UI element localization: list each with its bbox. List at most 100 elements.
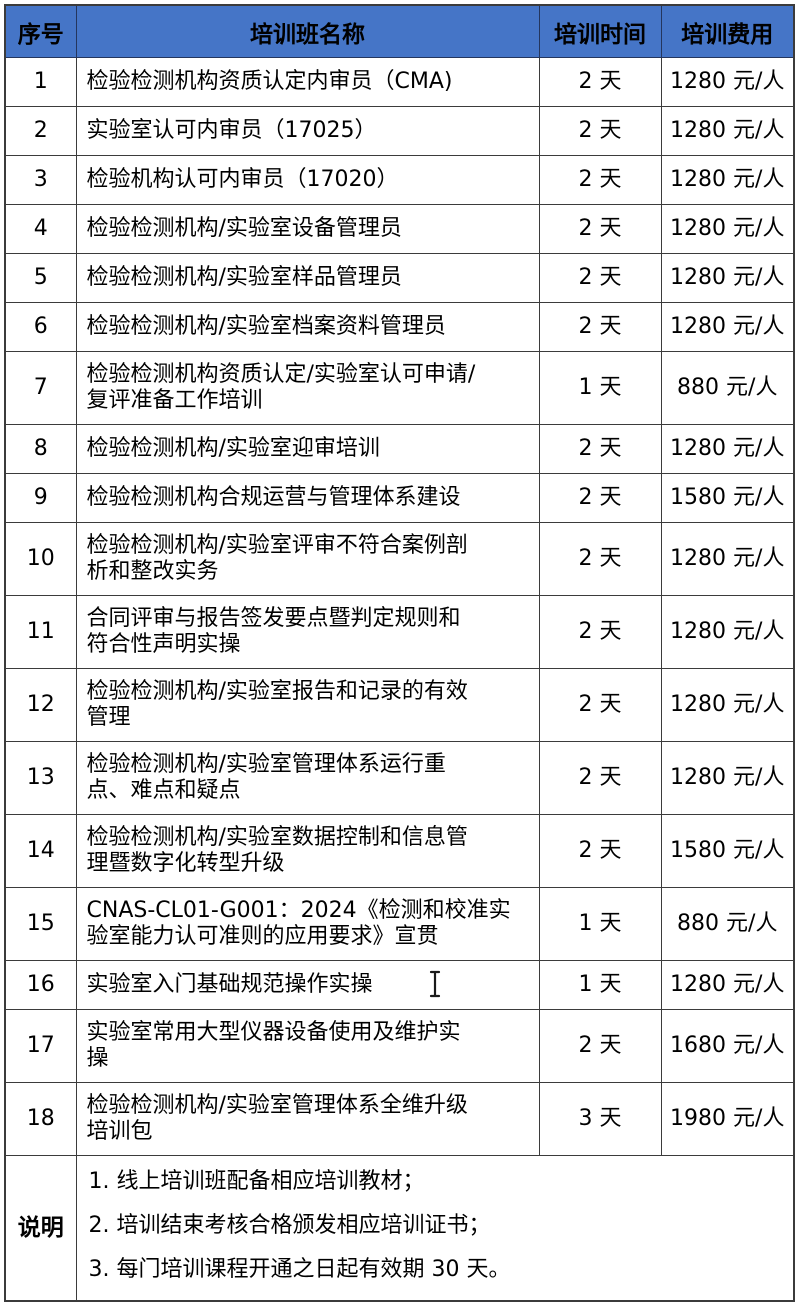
- row-number-cell: 4: [4, 204, 77, 254]
- table-row: 12 检验检测机构/实验室报告和记录的有效 管理 2 天 1280 元/人: [4, 668, 795, 742]
- course-name-cell: 实验室常用大型仪器设备使用及维护实 操: [75, 1009, 540, 1083]
- duration-cell: 2 天: [538, 155, 662, 205]
- fee-cell: 1280 元/人: [660, 253, 795, 303]
- fee-cell: 1580 元/人: [660, 814, 795, 888]
- row-number-cell: 7: [4, 351, 77, 425]
- fee-cell: 1280 元/人: [660, 960, 795, 1010]
- duration-cell: 2 天: [538, 302, 662, 352]
- notes-cell: 1. 线上培训班配备相应培训教材； 2. 培训结束考核合格颁发相应培训证书； 3…: [75, 1155, 795, 1302]
- course-name-cell: 实验室认可内审员（17025）: [75, 106, 540, 156]
- table-header: 序号 培训班名称 培训时间 培训费用: [4, 4, 795, 58]
- text-i-beam-cursor-icon: [427, 969, 443, 999]
- fee-cell: 1280 元/人: [660, 57, 795, 107]
- course-name-cell: 实验室入门基础规范操作实操: [75, 960, 540, 1010]
- header-row: 序号 培训班名称 培训时间 培训费用: [4, 4, 795, 58]
- duration-cell: 1 天: [538, 960, 662, 1010]
- row-number-cell: 1: [4, 57, 77, 107]
- duration-cell: 2 天: [538, 473, 662, 523]
- course-name-cell: 检验检测机构/实验室设备管理员: [75, 204, 540, 254]
- duration-cell: 2 天: [538, 814, 662, 888]
- fee-cell: 1280 元/人: [660, 106, 795, 156]
- table-row: 7 检验检测机构资质认定/实验室认可申请/ 复评准备工作培训 1 天 880 元/人: [4, 351, 795, 425]
- row-number-cell: 11: [4, 595, 77, 669]
- course-name-cell: 检验检测机构/实验室报告和记录的有效 管理: [75, 668, 540, 742]
- fee-cell: 1280 元/人: [660, 424, 795, 474]
- row-number-cell: 2: [4, 106, 77, 156]
- duration-cell: 2 天: [538, 106, 662, 156]
- course-name-cell: 合同评审与报告签发要点暨判定规则和 符合性声明实操: [75, 595, 540, 669]
- course-name-cell: 检验检测机构/实验室管理体系全维升级 培训包: [75, 1082, 540, 1156]
- row-number-cell: 12: [4, 668, 77, 742]
- row-number-cell: 16: [4, 960, 77, 1010]
- table-row: 6 检验检测机构/实验室档案资料管理员 2 天 1280 元/人: [4, 302, 795, 352]
- table-row: 9 检验检测机构合规运营与管理体系建设 2 天 1580 元/人: [4, 473, 795, 523]
- table-row: 8 检验检测机构/实验室迎审培训 2 天 1280 元/人: [4, 424, 795, 474]
- course-name-cell: 检验机构认可内审员（17020）: [75, 155, 540, 205]
- fee-cell: 1580 元/人: [660, 473, 795, 523]
- row-number-cell: 14: [4, 814, 77, 888]
- duration-cell: 2 天: [538, 668, 662, 742]
- table-row: 1 检验检测机构资质认定内审员（CMA) 2 天 1280 元/人: [4, 57, 795, 107]
- duration-cell: 2 天: [538, 253, 662, 303]
- course-name-cell: 检验检测机构/实验室样品管理员: [75, 253, 540, 303]
- duration-cell: 2 天: [538, 741, 662, 815]
- fee-cell: 880 元/人: [660, 351, 795, 425]
- duration-cell: 3 天: [538, 1082, 662, 1156]
- table-row: 11 合同评审与报告签发要点暨判定规则和 符合性声明实操 2 天 1280 元/人: [4, 595, 795, 669]
- course-name-cell: CNAS-CL01-G001：2024《检测和校准实 验室能力认可准则的应用要求…: [75, 887, 540, 961]
- row-number-cell: 8: [4, 424, 77, 474]
- note-line-1: 1. 线上培训班配备相应培训教材；: [88, 1169, 425, 1194]
- table-row: 14 检验检测机构/实验室数据控制和信息管 理暨数字化转型升级 2 天 1580 元/…: [4, 814, 795, 888]
- table-row: 5 检验检测机构/实验室样品管理员 2 天 1280 元/人: [4, 253, 795, 303]
- course-name-cell: 检验检测机构/实验室数据控制和信息管 理暨数字化转型升级: [75, 814, 540, 888]
- row-number-cell: 3: [4, 155, 77, 205]
- duration-cell: 2 天: [538, 204, 662, 254]
- row-number-cell: 5: [4, 253, 77, 303]
- header-cell-name: 培训班名称: [75, 4, 540, 58]
- table-row: 18 检验检测机构/实验室管理体系全维升级 培训包 3 天 1980 元/人: [4, 1082, 795, 1156]
- header-cell-no: 序号: [4, 4, 77, 58]
- table-row: 10 检验检测机构/实验室评审不符合案例剖 析和整改实务 2 天 1280 元/人: [4, 522, 795, 596]
- fee-cell: 1280 元/人: [660, 522, 795, 596]
- fee-cell: 1280 元/人: [660, 204, 795, 254]
- table-row: 3 检验机构认可内审员（17020） 2 天 1280 元/人: [4, 155, 795, 205]
- row-number-cell: 15: [4, 887, 77, 961]
- row-number-cell: 10: [4, 522, 77, 596]
- table-row: 13 检验检测机构/实验室管理体系运行重 点、难点和疑点 2 天 1280 元/人: [4, 741, 795, 815]
- table-row: 4 检验检测机构/实验室设备管理员 2 天 1280 元/人: [4, 204, 795, 254]
- training-price-table-wrap: 序号 培训班名称 培训时间 培训费用 1 检验检测机构资质认定内审员（CMA) 2 …: [4, 4, 795, 1302]
- course-name-cell: 检验检测机构/实验室迎审培训: [75, 424, 540, 474]
- duration-cell: 2 天: [538, 595, 662, 669]
- course-name-cell: 检验检测机构/实验室档案资料管理员: [75, 302, 540, 352]
- duration-cell: 2 天: [538, 424, 662, 474]
- duration-cell: 1 天: [538, 351, 662, 425]
- note-line-2: 2. 培训结束考核合格颁发相应培训证书；: [88, 1213, 491, 1238]
- fee-cell: 1280 元/人: [660, 668, 795, 742]
- note-line-3: 3. 每门培训课程开通之日起有效期 30 天。: [88, 1257, 511, 1282]
- row-number-cell: 17: [4, 1009, 77, 1083]
- table-row: 2 实验室认可内审员（17025） 2 天 1280 元/人: [4, 106, 795, 156]
- header-cell-duration: 培训时间: [538, 4, 662, 58]
- fee-cell: 1280 元/人: [660, 155, 795, 205]
- row-number-cell: 6: [4, 302, 77, 352]
- duration-cell: 1 天: [538, 887, 662, 961]
- row-number-cell: 9: [4, 473, 77, 523]
- notes-label: 说明: [4, 1155, 77, 1302]
- course-name-cell: 检验检测机构/实验室管理体系运行重 点、难点和疑点: [75, 741, 540, 815]
- notes-row: 说明 1. 线上培训班配备相应培训教材； 2. 培训结束考核合格颁发相应培训证书…: [4, 1155, 795, 1302]
- fee-cell: 880 元/人: [660, 887, 795, 961]
- header-cell-fee: 培训费用: [660, 4, 795, 58]
- fee-cell: 1280 元/人: [660, 595, 795, 669]
- duration-cell: 2 天: [538, 1009, 662, 1083]
- fee-cell: 1980 元/人: [660, 1082, 795, 1156]
- duration-cell: 2 天: [538, 57, 662, 107]
- fee-cell: 1680 元/人: [660, 1009, 795, 1083]
- duration-cell: 2 天: [538, 522, 662, 596]
- course-name-cell: 检验检测机构资质认定/实验室认可申请/ 复评准备工作培训: [75, 351, 540, 425]
- course-name-cell: 检验检测机构/实验室评审不符合案例剖 析和整改实务: [75, 522, 540, 596]
- course-name-cell: 检验检测机构合规运营与管理体系建设: [75, 473, 540, 523]
- fee-cell: 1280 元/人: [660, 302, 795, 352]
- table-body: 1 检验检测机构资质认定内审员（CMA) 2 天 1280 元/人 2 实验室认可内审员（…: [4, 57, 795, 1156]
- training-price-table: 序号 培训班名称 培训时间 培训费用 1 检验检测机构资质认定内审员（CMA) 2 …: [4, 4, 795, 1302]
